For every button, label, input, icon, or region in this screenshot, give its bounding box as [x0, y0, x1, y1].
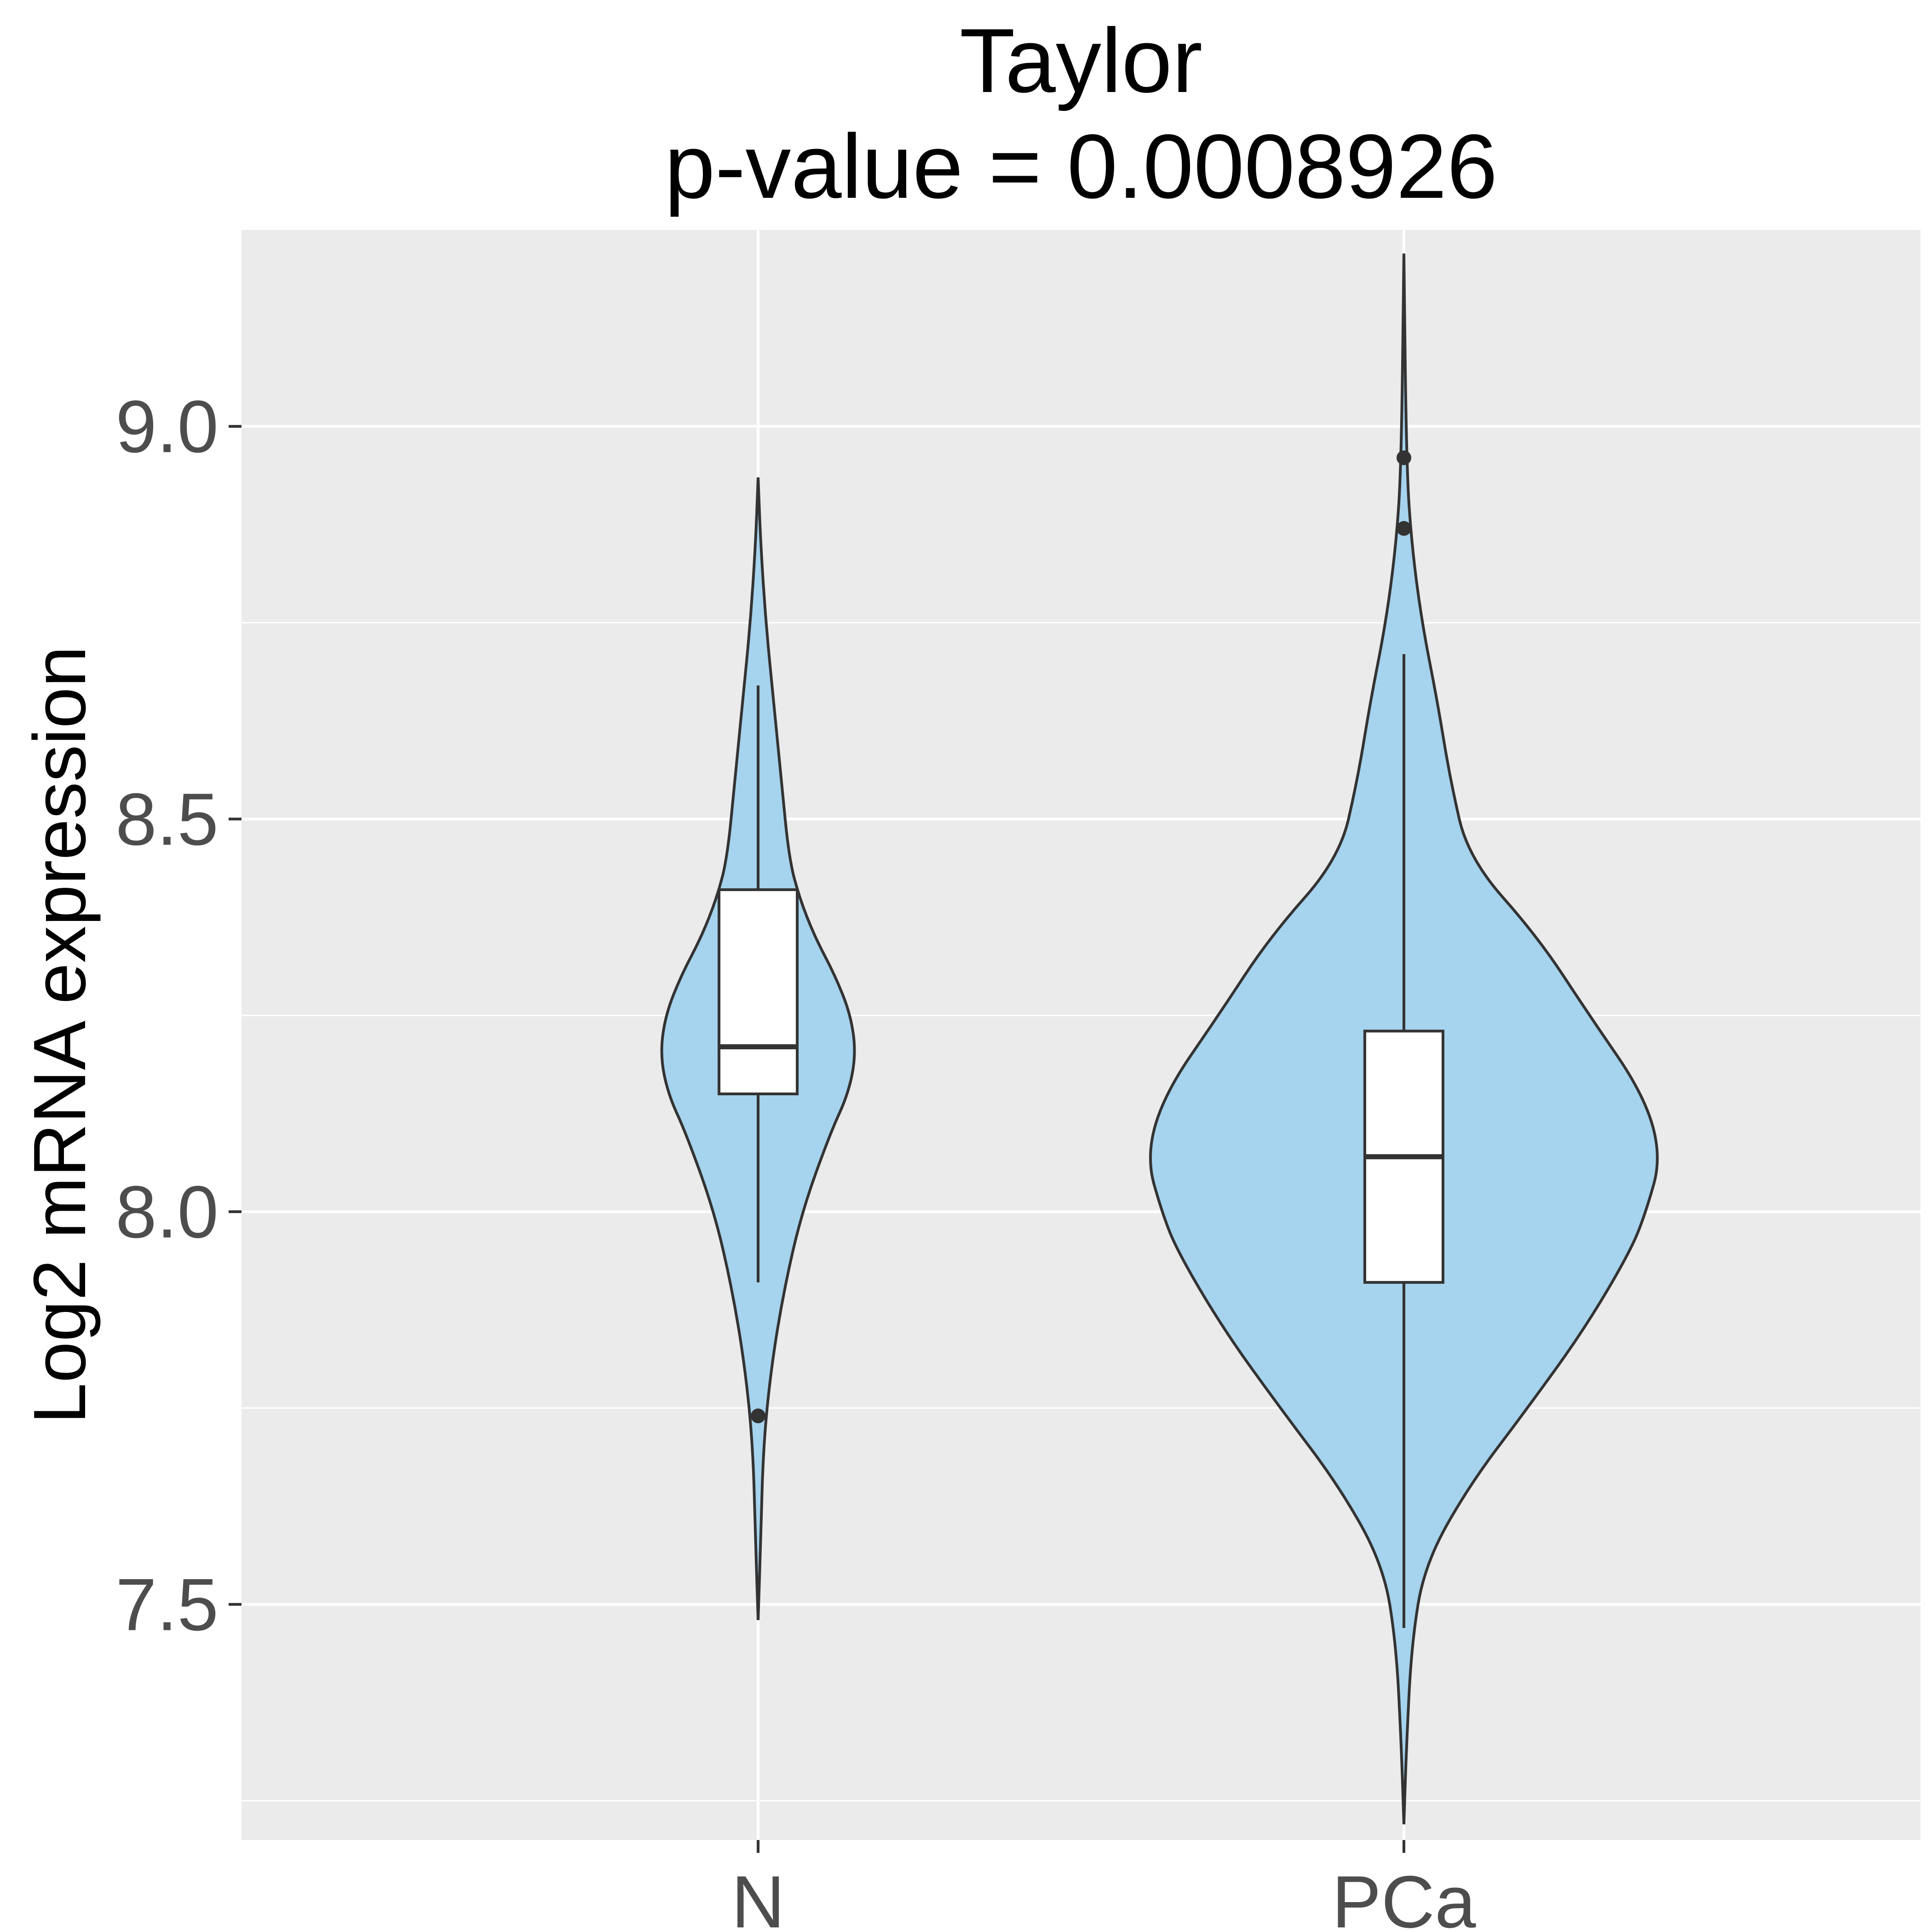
y-tick-label: 8.0	[115, 1171, 218, 1254]
y-tick-label: 7.5	[115, 1564, 218, 1646]
x-tick-label: N	[731, 1861, 785, 1932]
chart-title: Taylor	[960, 10, 1202, 111]
violin-layer	[660, 253, 1659, 1824]
chart-subtitle: p-value = 0.0008926	[664, 115, 1497, 217]
x-tick-label: PCa	[1332, 1861, 1476, 1932]
outlier-point	[1396, 521, 1411, 536]
y-tick-label: 9.0	[115, 385, 218, 468]
y-axis-title: Log2 mRNA expression	[18, 646, 101, 1424]
plot-panel	[242, 230, 1920, 1840]
box-N	[718, 888, 799, 1096]
outlier-point	[1396, 450, 1411, 466]
y-tick-label: 8.5	[115, 778, 218, 861]
outlier-point	[751, 1409, 766, 1424]
axis-layer: 7.5 8.0 8.5 9.0 N PCa	[115, 385, 1476, 1932]
